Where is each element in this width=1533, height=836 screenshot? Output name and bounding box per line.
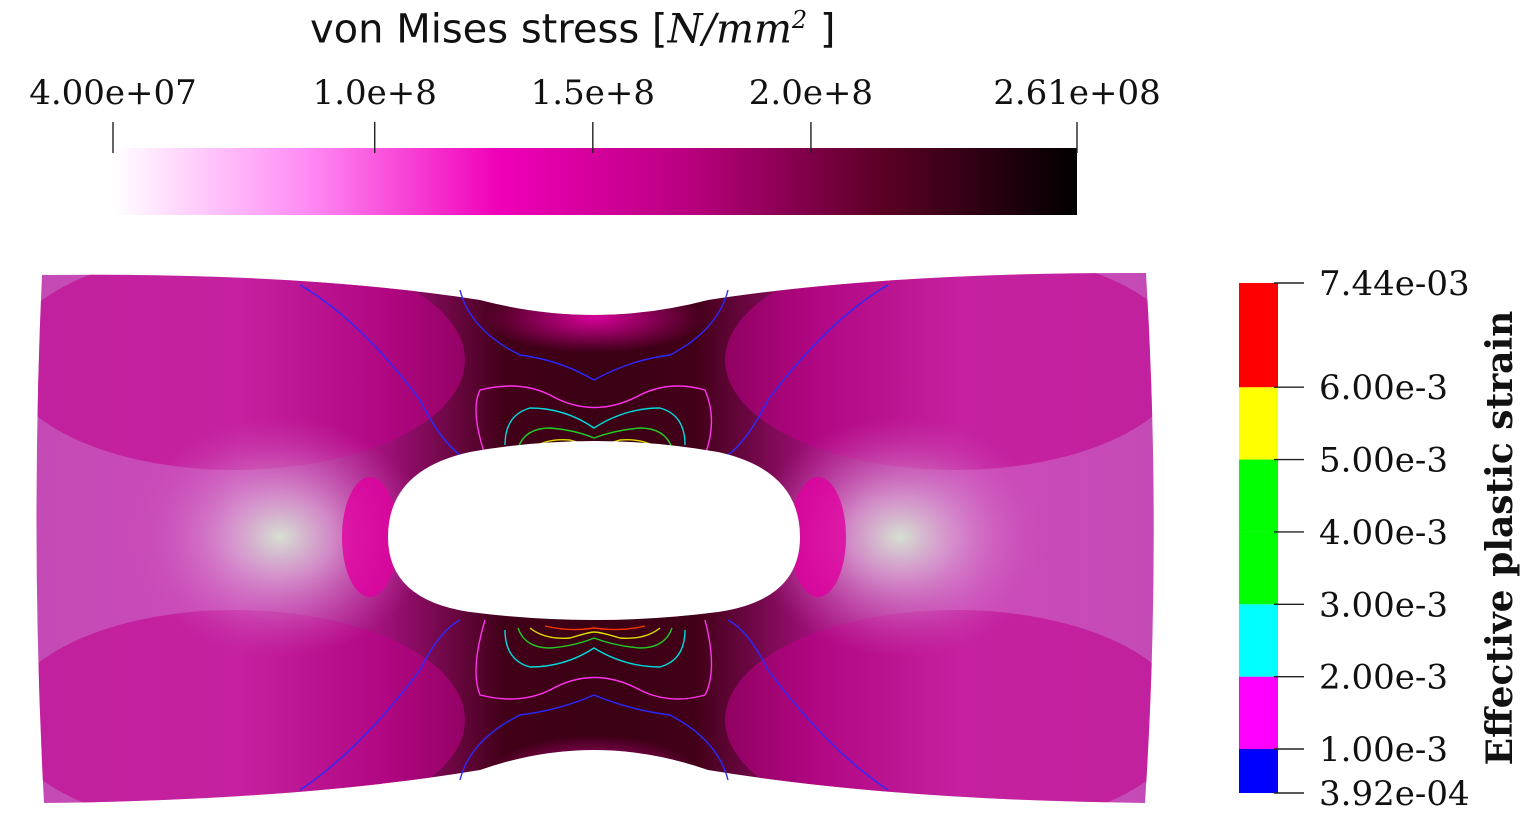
- strain-legend-band: [1239, 387, 1278, 460]
- strain-legend-band: [1239, 676, 1278, 750]
- strain-tick-label: 5.00e-3: [1319, 441, 1448, 481]
- strain-legend-title: Effective plastic strain: [1479, 311, 1521, 766]
- hole-left-edge-zone: [342, 477, 398, 597]
- stress-colorbar: 4.00e+07 1.0e+8 1.5e+8 2.0e+8 2.61e+08: [29, 73, 1161, 215]
- strain-legend-band: [1239, 531, 1278, 605]
- contour-level-2e-3: [475, 385, 713, 456]
- strain-tick-label: 7.44e-03: [1319, 264, 1470, 304]
- contour-level-3e-3: [504, 407, 686, 446]
- contour-level-1e-3: [299, 284, 889, 456]
- colorbar-title-exponent: 2: [791, 6, 808, 34]
- contour-level-6e-3-lower: [544, 625, 646, 631]
- contour-level-5e-3-lower: [529, 627, 661, 639]
- contour-level-3e-3-lower: [504, 629, 686, 668]
- strain-legend-bands: [1239, 283, 1278, 793]
- strain-tick-label: 1.00e-3: [1319, 730, 1448, 770]
- colorbar-title-unit: N/mm: [667, 6, 792, 53]
- plate-field: [36, 272, 1154, 803]
- stress-tick-label: 2.0e+8: [749, 73, 873, 113]
- strain-legend-band: [1239, 604, 1278, 677]
- lower-right-stress-band: [725, 610, 1154, 803]
- strain-legend: 7.44e-03 6.00e-3 5.00e-3 4.00e-3 3.00e-3 2.00…: [1239, 264, 1521, 814]
- strain-tick-label: 3.00e-3: [1319, 585, 1448, 625]
- contour-level-2e-3-lower: [475, 619, 713, 700]
- colorbar-title-text: von Mises stress [: [310, 6, 668, 53]
- lower-left-stress-band: [36, 610, 465, 803]
- top-neck-stress-zone: [484, 283, 704, 353]
- colorbar-title-close: ]: [807, 6, 836, 53]
- contour-level-4e-3: [517, 427, 673, 449]
- stress-colorbar-ticks: 4.00e+07 1.0e+8 1.5e+8 2.0e+8 2.61e+08: [29, 73, 1161, 153]
- stress-tick-label: 1.0e+8: [313, 73, 437, 113]
- strain-tick-label: 2.00e-3: [1319, 658, 1448, 698]
- stress-tick-label: 4.00e+07: [29, 73, 197, 113]
- contour-level-1e-3-lower: [299, 619, 889, 791]
- stress-tick-label: 1.5e+8: [531, 73, 655, 113]
- hole-right-edge-zone: [790, 477, 846, 597]
- strain-contours: [299, 284, 889, 791]
- bottom-neck-stress-zone: [484, 735, 704, 803]
- colorbar-title: von Mises stress [N/mm2 ]: [310, 6, 836, 52]
- right-low-stress-zone: [750, 417, 1050, 657]
- strain-legend-band: [1239, 459, 1278, 532]
- contour-level-4e-3-lower: [517, 627, 673, 649]
- upper-right-stress-band: [725, 272, 1154, 470]
- plate-hole: [388, 441, 800, 620]
- strain-tick-label: 4.00e-3: [1319, 513, 1448, 553]
- strain-tick-label: 3.92e-04: [1319, 774, 1470, 814]
- stress-tick-label: 2.61e+08: [993, 73, 1161, 113]
- strain-legend-ticks: 7.44e-03 6.00e-3 5.00e-3 4.00e-3 3.00e-3 2.00…: [1274, 264, 1470, 814]
- stress-colorbar-gradient: [113, 148, 1077, 215]
- strain-legend-band: [1239, 749, 1278, 793]
- upper-left-stress-band: [36, 272, 465, 470]
- strain-legend-band: [1239, 283, 1278, 388]
- left-low-stress-zone: [130, 417, 430, 657]
- strain-tick-label: 6.00e-3: [1319, 368, 1448, 408]
